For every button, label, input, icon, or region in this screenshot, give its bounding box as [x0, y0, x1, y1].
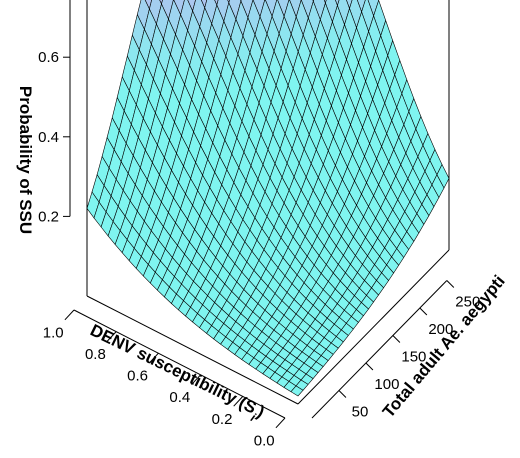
- z-tick-label: 0.2: [38, 208, 59, 225]
- z-tick-label: 0.4: [38, 129, 59, 146]
- x-axis-label-subscript: i: [249, 410, 259, 424]
- x-tick: [106, 331, 117, 342]
- y-tick-label: 150: [401, 349, 426, 366]
- z-tick-label: 0.6: [38, 49, 59, 66]
- y-tick-label: 100: [374, 376, 399, 393]
- y-tick-label: 200: [428, 321, 453, 338]
- surface-cell: [290, 385, 304, 397]
- x-axis: 0.0 0.2 0.4 0.6 0.8 1.0: [43, 309, 286, 449]
- z-axis: 0.20.40.60.8: [38, 0, 71, 225]
- y-tick: [446, 280, 455, 288]
- surface-cell: [214, 0, 219, 6]
- x-tick: [191, 374, 201, 385]
- x-tick-label: 0.4: [169, 389, 190, 406]
- y-axis-line: [311, 280, 448, 419]
- x-tick: [233, 396, 244, 407]
- x-tick-label: 0.8: [85, 346, 106, 363]
- surface-cell: [144, 0, 152, 10]
- y-tick: [419, 307, 428, 316]
- y-tick-label: 50: [352, 404, 369, 421]
- x-tick-label: 0.6: [127, 368, 148, 385]
- surface-cell: [200, 0, 208, 9]
- x-tick-label: 0.0: [254, 432, 275, 449]
- surface-cell: [335, 0, 340, 7]
- x-tick: [275, 417, 286, 429]
- x-tick: [148, 352, 159, 364]
- x-axis-line: [73, 309, 286, 419]
- x-tick-label: 0.2: [212, 411, 233, 428]
- z-axis-label: Probability of SSU: [16, 86, 35, 234]
- surface-cell: [346, 0, 353, 10]
- y-tick: [365, 362, 374, 371]
- x-tick-label: 1.0: [43, 324, 64, 341]
- y-tick-label: 250: [455, 294, 480, 311]
- x-tick: [64, 309, 75, 321]
- y-axis-label: Total adult Ae. aegypti: [379, 272, 509, 422]
- front-box: [86, 0, 450, 405]
- y-tick: [392, 335, 401, 343]
- surface-mesh: [86, 0, 450, 397]
- y-tick: [338, 390, 347, 398]
- box-edge-bottom-right: [297, 249, 450, 405]
- box-edge-bottom-left: [86, 295, 299, 405]
